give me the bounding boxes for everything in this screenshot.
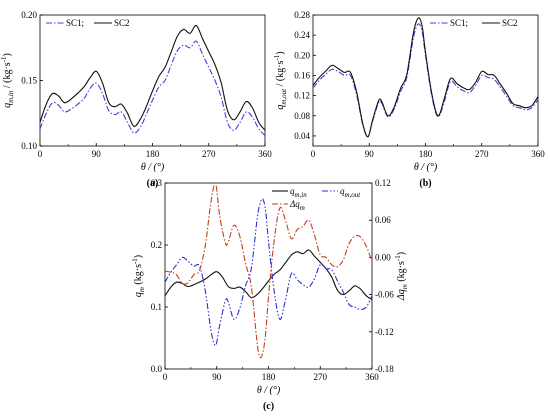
x-tick-label: 360	[531, 149, 545, 159]
x-tick-label: 270	[475, 149, 489, 159]
y-tick-label: 0.28	[294, 10, 310, 20]
y-axis-label: qm,out / (kg·s-1)	[273, 51, 288, 109]
y-tick-label: 0.15	[21, 76, 37, 86]
x-tick-label: 360	[258, 149, 272, 159]
y2-tick-label: 0.06	[375, 215, 391, 225]
legend: qm,in qm,out Δqm	[272, 186, 361, 212]
y-tick-label: 0.08	[294, 111, 310, 121]
panel-label: (c)	[263, 401, 274, 412]
y-tick-label: 0.04	[294, 131, 310, 141]
x-tick-label: 90	[212, 372, 222, 382]
y-tick-label: 0.16	[294, 70, 310, 80]
x-tick-label: 180	[262, 372, 276, 382]
y2-tick-label: -0.12	[375, 327, 394, 337]
x-tick-label: 180	[146, 149, 160, 159]
y2-tick-label: -0.18	[375, 364, 394, 374]
chart-panel-a: 0 90 180 270 360 0.10 0.15 0.20 θ / (°) qm,in / (…	[0, 10, 272, 189]
legend-entry-1: qm,out	[340, 186, 361, 199]
y-tick-label: 0.20	[21, 10, 37, 20]
x-tick-label: 90	[365, 149, 375, 159]
legend: SC1; SC2	[430, 18, 518, 28]
x-tick-label: 0	[38, 149, 43, 159]
y2-tick-label: 0.00	[375, 252, 391, 262]
series-line-1	[312, 17, 539, 138]
y-tick-label: 0.1	[151, 302, 162, 312]
series-line-2	[164, 182, 373, 359]
y-tick-label: 0.20	[294, 50, 310, 60]
y-tick-label: 0.12	[294, 91, 310, 101]
legend-entry-0: SC1;	[66, 18, 84, 28]
y-axis-label: qm,in / (kg·s-1)	[0, 53, 15, 108]
series-line-0	[312, 23, 539, 137]
y2-tick-label: -0.06	[375, 290, 394, 300]
x-tick-label: 90	[92, 149, 102, 159]
legend-entry-1: SC2	[114, 18, 130, 28]
series-line-1	[164, 198, 373, 346]
y-tick-label: 0.10	[21, 141, 37, 151]
chart-panel-b: 0 90 180 270 360 0.04 0.08 0.12 0.16 0.20 0.24 0.28…	[273, 10, 545, 189]
x-axis-label: θ / (°)	[141, 162, 165, 173]
panel-label: (a)	[147, 178, 159, 189]
x-tick-label: 270	[202, 149, 216, 159]
legend-entry-2: Δqm	[289, 199, 305, 212]
x-tick-label: 0	[311, 149, 316, 159]
x-tick-label: 180	[419, 149, 433, 159]
panel-label: (b)	[419, 178, 431, 189]
x-axis-label: θ / (°)	[257, 385, 281, 396]
series-line-1	[39, 24, 266, 131]
x-tick-label: 0	[163, 372, 168, 382]
series-line-0	[39, 40, 266, 136]
legend: SC1; SC2	[46, 18, 130, 28]
x-tick-label: 270	[314, 372, 328, 382]
legend-entry-0: qm,in	[290, 186, 307, 199]
plot-frame	[39, 14, 266, 147]
plot-frame	[164, 182, 373, 370]
y-tick-label: 0.0	[151, 364, 163, 374]
chart-panel-c: 0 90 180 270 360 0.0 0.1 0.2 0.3 -0.18 -0.12 -0.06 0…	[131, 178, 409, 412]
legend-entry-1: SC2	[502, 18, 518, 28]
y2-axis-label: Δqm (kg·s-1)	[394, 252, 409, 301]
legend-entry-0: SC1;	[450, 18, 468, 28]
y-axis-label: qm (kg·s-1)	[131, 255, 146, 297]
y-tick-label: 0.2	[151, 240, 162, 250]
y-tick-label: 0.24	[294, 30, 310, 40]
x-tick-label: 360	[365, 372, 379, 382]
y2-tick-label: 0.12	[375, 178, 391, 188]
series-line-0	[164, 249, 373, 301]
x-axis-label: θ / (°)	[414, 162, 438, 173]
plot-frame	[312, 14, 539, 147]
y-tick-label: 0.3	[151, 178, 163, 188]
